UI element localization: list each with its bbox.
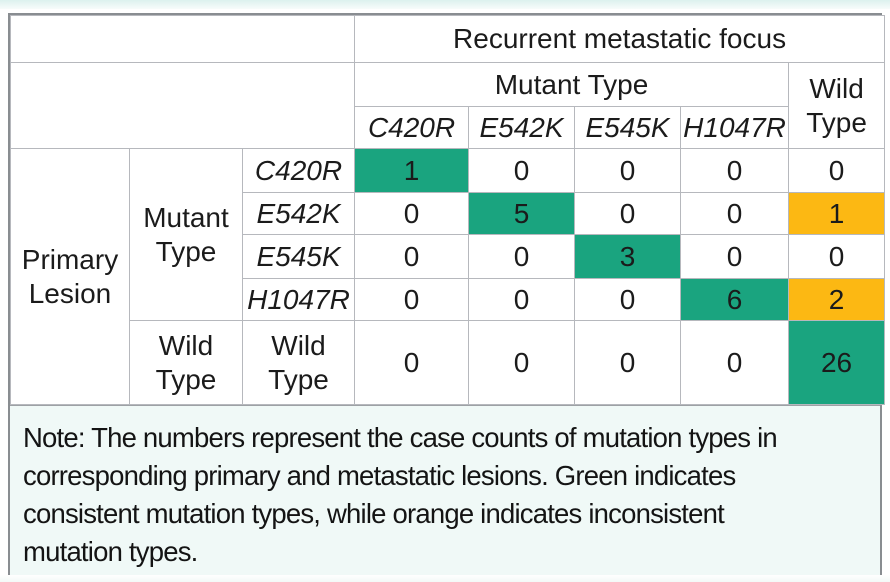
footnote-line: mutation types.	[23, 536, 198, 567]
data-cell: 0	[468, 320, 576, 405]
data-cell: 0	[354, 278, 470, 321]
top-accent-strip	[0, 0, 890, 9]
data-cell: 2	[788, 278, 886, 321]
data-cell: 0	[574, 320, 682, 405]
wild-type-row-group-header: Wild Type	[129, 320, 243, 405]
data-cell: 0	[354, 192, 470, 235]
row-header-h1047r: H1047R	[241, 278, 356, 321]
wild-type-column-header: Wild Type	[788, 62, 886, 149]
data-cell: 0	[468, 234, 576, 279]
footnote-line: consistent mutation types, while orange …	[23, 498, 725, 529]
data-cell: 0	[680, 234, 790, 279]
data-cell: 0	[680, 192, 790, 235]
column-header-c420r: C420R	[354, 106, 470, 149]
mutation-table-panel: Recurrent metastatic focus Mutant Type W…	[8, 13, 886, 582]
data-cell: 26	[788, 320, 886, 405]
row-header-e542k: E542K	[241, 192, 356, 235]
data-cell: 1	[354, 148, 470, 193]
mutant-type-column-group-header: Mutant Type	[354, 62, 790, 107]
data-cell: 0	[788, 148, 886, 193]
column-header-h1047r: H1047R	[680, 106, 790, 149]
data-cell: 1	[788, 192, 886, 235]
data-cell: 0	[468, 278, 576, 321]
row-header-e545k: E545K	[241, 234, 356, 279]
column-header-e542k: E542K	[468, 106, 576, 149]
data-cell: 6	[680, 278, 790, 321]
data-cell: 0	[468, 148, 576, 193]
row-header-wild-type: Wild Type	[241, 320, 356, 405]
mutant-type-row-group-header: Mutant Type	[129, 148, 243, 321]
data-cell: 0	[354, 234, 470, 279]
data-cell: 0	[574, 192, 682, 235]
footnote: Note: The numbers represent the case cou…	[10, 405, 880, 582]
column-axis-header: Recurrent metastatic focus	[354, 15, 886, 63]
footnote-line: corresponding primary and metastatic les…	[23, 460, 736, 491]
data-cell: 5	[468, 192, 576, 235]
empty-corner-cell	[9, 62, 356, 149]
empty-corner-cell-top	[9, 15, 356, 63]
data-cell: 0	[354, 320, 470, 405]
data-cell: 3	[574, 234, 682, 279]
mutation-contingency-table: Recurrent metastatic focus Mutant Type W…	[9, 15, 886, 405]
column-header-e545k: E545K	[574, 106, 682, 149]
bottom-accent-strip	[0, 575, 890, 582]
data-cell: 0	[680, 148, 790, 193]
row-axis-header: Primary Lesion	[10, 148, 130, 405]
data-cell: 0	[680, 320, 790, 405]
footnote-line: Note: The numbers represent the case cou…	[23, 422, 778, 453]
data-cell: 0	[788, 234, 886, 279]
data-cell: 0	[574, 278, 682, 321]
data-cell: 0	[574, 148, 682, 193]
row-header-c420r: C420R	[241, 148, 356, 193]
